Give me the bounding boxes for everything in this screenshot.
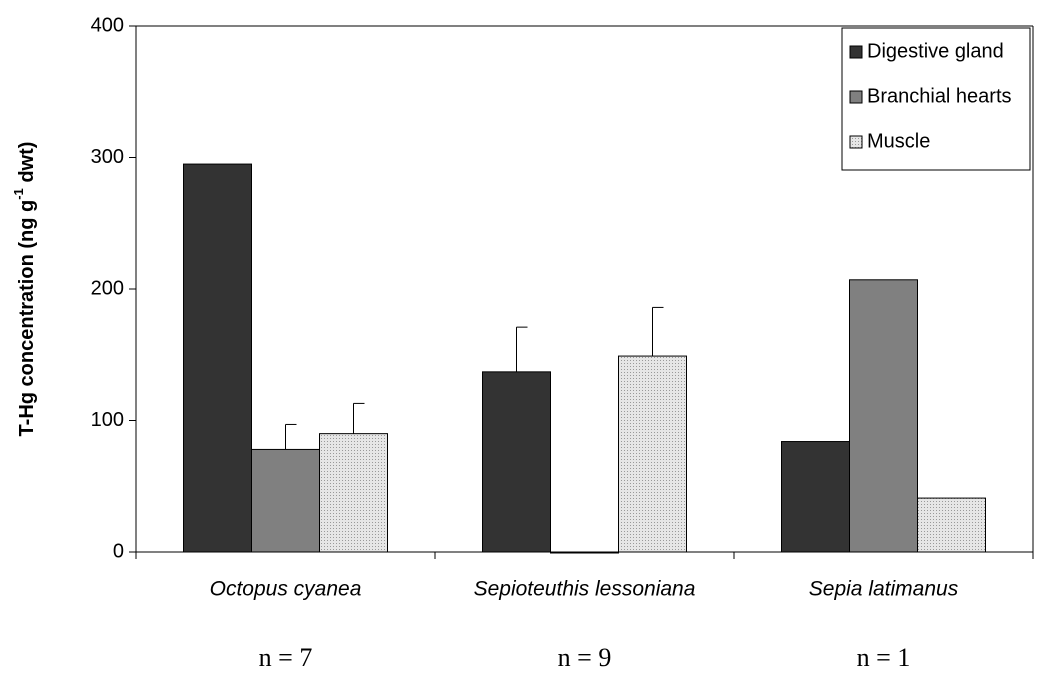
legend-box xyxy=(841,27,1031,171)
legend-swatch xyxy=(849,90,863,104)
sample-size: n = 7 xyxy=(259,643,313,672)
bar xyxy=(251,448,320,553)
legend-swatch xyxy=(849,135,863,149)
legend-label: Digestive gland xyxy=(867,40,1004,62)
x-tick-label: Sepia latimanus xyxy=(809,578,959,601)
bar xyxy=(550,551,619,554)
y-label-text: T-Hg concentration (ng g xyxy=(16,200,38,437)
sample-size: n = 9 xyxy=(558,643,612,672)
y-label-superscript: -1 xyxy=(11,188,26,200)
y-axis-label: T-Hg concentration (ng g-1 dwt) xyxy=(11,142,38,437)
y-label-suffix: dwt) xyxy=(16,142,38,189)
bar xyxy=(781,441,850,553)
sample-size: n = 1 xyxy=(857,643,911,672)
bar xyxy=(183,163,252,553)
legend-label: Branchial hearts xyxy=(867,85,1012,107)
y-tick-label: 0 xyxy=(113,540,124,562)
y-tick-label: 300 xyxy=(91,146,124,168)
bar xyxy=(618,355,687,553)
x-tick-label: Octopus cyanea xyxy=(210,578,362,601)
bar xyxy=(917,497,986,553)
bar xyxy=(319,433,388,553)
bar xyxy=(482,371,551,553)
y-tick-label: 100 xyxy=(91,409,124,431)
bar xyxy=(849,279,918,553)
legend-swatch xyxy=(849,45,863,59)
legend-label: Muscle xyxy=(867,130,930,152)
y-tick-label: 200 xyxy=(91,277,124,299)
y-tick-label: 400 xyxy=(91,14,124,36)
x-tick-label: Sepioteuthis lessoniana xyxy=(474,578,696,601)
